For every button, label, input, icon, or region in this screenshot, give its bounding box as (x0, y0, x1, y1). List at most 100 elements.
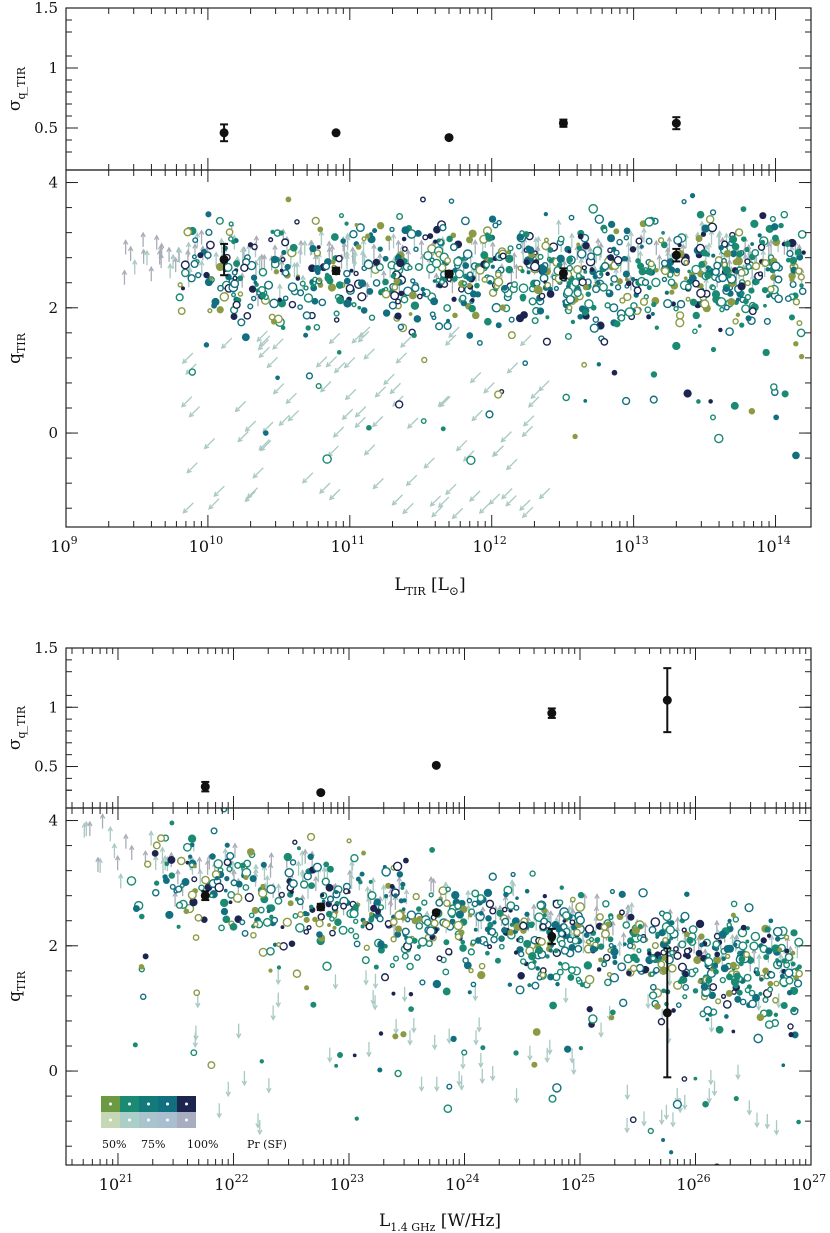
source-point (132, 1042, 138, 1048)
source-point (613, 320, 621, 328)
source-point (368, 915, 375, 922)
source-point-open (436, 955, 443, 962)
source-point-open (541, 241, 551, 251)
source-point (203, 342, 210, 348)
source-point-open (368, 314, 376, 321)
limit-arrow-diag-head (272, 389, 279, 395)
y-axis-sigma-radio: 0.511.5 (34, 639, 811, 791)
limit-arrow-diag (267, 356, 278, 368)
limit-arrow-up-head (313, 875, 319, 882)
source-point (327, 865, 334, 873)
source-point-open (417, 937, 428, 947)
source-point (705, 1017, 710, 1022)
limit-arrow-diag-head (538, 386, 544, 392)
source-point-open (209, 893, 215, 899)
source-point (325, 910, 333, 918)
source-point (513, 1050, 519, 1056)
legend-swatch-dot (147, 1118, 150, 1122)
source-point (721, 956, 726, 962)
source-point-open (318, 298, 327, 307)
x-label-l14ghz: L1.4 GHz [W/Hz] (379, 1211, 501, 1233)
source-point-open (601, 261, 610, 271)
sigma-points-radio (200, 667, 672, 798)
source-point (427, 233, 434, 240)
source-point (308, 904, 314, 910)
limit-arrow-up-head (231, 868, 237, 875)
limit-arrow-diag-head (405, 480, 412, 487)
source-point-open (226, 851, 235, 861)
source-point-open (367, 891, 377, 901)
source-point (788, 272, 796, 280)
source-point (733, 972, 741, 980)
source-point (203, 271, 210, 279)
source-point-open (588, 203, 599, 214)
source-point (200, 916, 208, 924)
source-point-open (312, 862, 322, 872)
source-point-open (305, 372, 314, 380)
source-point-open (685, 296, 691, 302)
limit-arrow-down-head (418, 1086, 425, 1093)
source-point (720, 964, 729, 973)
source-point-open (641, 278, 650, 287)
source-point-open (798, 287, 807, 296)
source-point-open (639, 297, 649, 306)
source-point-open (681, 1076, 688, 1082)
y-tick-label: 0 (48, 1062, 58, 1080)
source-point (745, 939, 750, 944)
limit-arrow-diag (396, 352, 408, 364)
legend-swatch-dot (147, 1102, 150, 1106)
source-point (692, 988, 699, 994)
source-point (304, 985, 310, 991)
source-point (794, 249, 802, 256)
source-point-open (268, 237, 274, 243)
source-point (385, 882, 392, 889)
source-point-open (721, 240, 729, 248)
source-point (735, 250, 743, 258)
source-point-open (770, 383, 778, 391)
source-point-open (244, 892, 254, 903)
y-tick-label: 2 (48, 299, 58, 317)
limit-arrow-up-head (128, 844, 135, 851)
limit-arrow-down-head (275, 1002, 282, 1008)
source-point (732, 258, 740, 266)
source-point-open (461, 1049, 468, 1056)
limit-arrow-diag (463, 450, 475, 462)
source-point (470, 298, 475, 303)
source-point-open (617, 314, 626, 322)
source-point-open (177, 307, 186, 316)
source-point-open (389, 918, 398, 926)
sigma-point (671, 118, 681, 128)
limit-arrow-up-head (733, 933, 740, 940)
source-point-open (673, 946, 679, 952)
limit-arrow-diag-head (357, 336, 364, 343)
source-point (781, 1063, 786, 1068)
binned-mean-point (662, 1008, 672, 1018)
source-point-open (673, 305, 679, 312)
source-point-open (435, 322, 444, 331)
source-point (726, 272, 732, 279)
source-point (664, 290, 669, 295)
source-point-open (609, 303, 619, 313)
limit-arrow-up-head (167, 262, 173, 269)
source-point (576, 242, 581, 247)
source-point-open (225, 228, 234, 237)
limit-arrow-down-head (677, 1107, 683, 1114)
source-point (733, 942, 738, 947)
x-tick-label: 1012 (473, 534, 507, 556)
source-point (507, 982, 513, 987)
source-point-open (584, 299, 594, 309)
source-point-open (557, 235, 565, 243)
source-point-open (650, 917, 661, 927)
source-point (183, 908, 190, 915)
colorbar-legend: 50% 75% 100% Pr (SF) (101, 1096, 287, 1151)
source-point (637, 923, 643, 929)
source-point (771, 223, 779, 231)
source-point (391, 991, 396, 996)
source-point (413, 315, 422, 323)
legend-swatch-dot (166, 1118, 169, 1122)
source-point-open (561, 911, 571, 920)
limit-arrow-down-head (225, 1091, 231, 1098)
source-point (432, 979, 442, 989)
source-point (527, 983, 532, 988)
source-point (638, 267, 647, 276)
